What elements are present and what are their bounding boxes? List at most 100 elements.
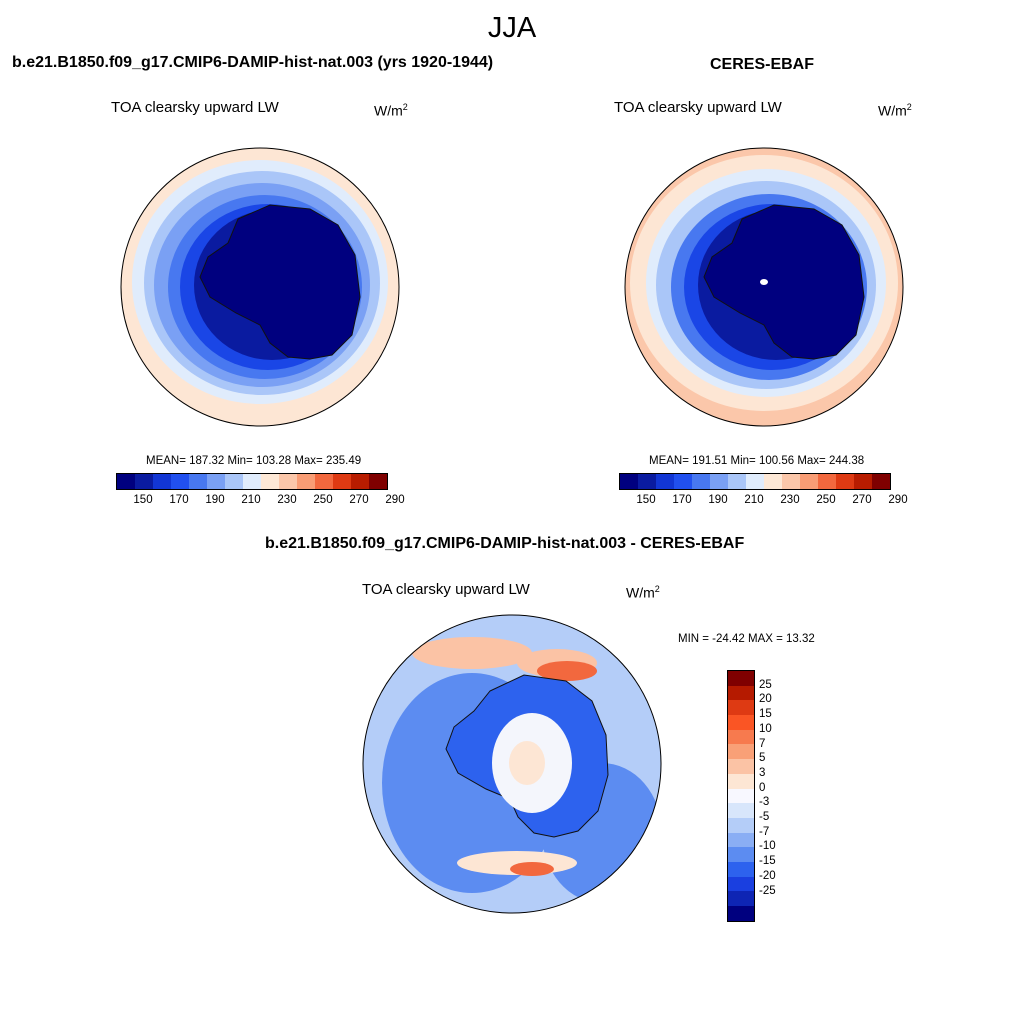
colorbar-swatch — [854, 474, 872, 489]
colorbar-swatch — [782, 474, 800, 489]
colorbar-tick-label: 290 — [888, 494, 908, 506]
colorbar-tick-label: 170 — [169, 494, 189, 506]
colorbar-swatch — [728, 744, 754, 760]
diff-panel-title: b.e21.B1850.f09_g17.CMIP6-DAMIP-hist-nat… — [265, 535, 745, 552]
colorbar-swatch — [369, 474, 387, 489]
diff-variable-label: TOA clearsky upward LW — [362, 581, 530, 598]
colorbar-swatch — [207, 474, 225, 489]
colorbar-tick-label: 250 — [313, 494, 333, 506]
colorbar-swatch — [746, 474, 764, 489]
colorbar-swatch — [818, 474, 836, 489]
obs-panel-title: CERES-EBAF — [710, 56, 815, 73]
colorbar-tick-label: 150 — [636, 494, 656, 506]
colorbar-tick-label: 7 — [759, 737, 766, 750]
colorbar-tick-label: 190 — [708, 494, 728, 506]
warm-anomaly — [510, 862, 554, 876]
colorbar-tick-label: 10 — [759, 722, 772, 735]
colorbar-tick-label: 20 — [759, 693, 772, 706]
colorbar-swatch — [279, 474, 297, 489]
warm-anomaly — [412, 637, 532, 669]
colorbar-swatch — [656, 474, 674, 489]
colorbar-tick-label: 250 — [816, 494, 836, 506]
colorbar-swatch — [728, 715, 754, 730]
colorbar-swatch — [764, 474, 782, 489]
obs-units-label: W/m2 — [878, 102, 912, 119]
warm-anomaly — [537, 661, 597, 681]
colorbar-swatch — [189, 474, 207, 489]
colorbar-swatch — [728, 685, 754, 701]
colorbar-swatch — [728, 759, 754, 774]
diff-colorbar-ticks: 25 20 15 10 7 5 3 0 -3 -5 -7 -10 -15 -20 -25 — [759, 670, 799, 920]
colorbar-swatch — [351, 474, 369, 489]
colorbar-swatch — [728, 773, 754, 789]
model-colorbar — [116, 473, 388, 490]
colorbar-swatch — [333, 474, 351, 489]
colorbar-swatch — [135, 474, 153, 489]
colorbar-tick-label: 230 — [277, 494, 297, 506]
colorbar-swatch — [728, 817, 754, 833]
colorbar-tick-label: 210 — [241, 494, 261, 506]
diff-stats: MIN = -24.42 MAX = 13.32 — [678, 633, 815, 645]
antarctica-region — [703, 204, 865, 360]
model-variable-label: TOA clearsky upward LW — [111, 99, 279, 116]
obs-colorbar-ticks: 150 170 190 210 230 250 270 290 — [619, 494, 907, 508]
colorbar-tick-label: 3 — [759, 766, 766, 779]
colorbar-swatch — [171, 474, 189, 489]
colorbar-tick-label: 210 — [744, 494, 764, 506]
colorbar-tick-label: 290 — [385, 494, 405, 506]
colorbar-tick-label: -3 — [759, 796, 770, 809]
colorbar-swatch — [872, 474, 890, 489]
antarctica-region — [199, 204, 361, 360]
model-colorbar-ticks: 150 170 190 210 230 250 270 290 — [116, 494, 404, 508]
colorbar-swatch — [728, 832, 754, 848]
colorbar-tick-label: 270 — [349, 494, 369, 506]
colorbar-swatch — [728, 729, 754, 745]
colorbar-swatch — [728, 474, 746, 489]
colorbar-swatch — [243, 474, 261, 489]
model-stats: MEAN= 187.32 Min= 103.28 Max= 235.49 — [146, 455, 362, 467]
colorbar-tick-label: 25 — [759, 678, 772, 691]
interior-near-zero — [509, 741, 545, 785]
colorbar-swatch — [728, 876, 754, 892]
obs-variable-label: TOA clearsky upward LW — [614, 99, 782, 116]
colorbar-tick-label: -25 — [759, 884, 776, 897]
colorbar-tick-label: 0 — [759, 781, 766, 794]
obs-colorbar — [619, 473, 891, 490]
model-units-label: W/m2 — [374, 102, 408, 119]
colorbar-swatch — [800, 474, 818, 489]
colorbar-swatch — [153, 474, 171, 489]
colorbar-swatch — [297, 474, 315, 489]
diff-colorbar — [727, 670, 755, 922]
obs-stats: MEAN= 191.51 Min= 100.56 Max= 244.38 — [649, 455, 865, 467]
colorbar-tick-label: -15 — [759, 855, 776, 868]
colorbar-tick-label: 230 — [780, 494, 800, 506]
colorbar-tick-label: 15 — [759, 708, 772, 721]
colorbar-tick-label: 190 — [205, 494, 225, 506]
colorbar-swatch — [710, 474, 728, 489]
colorbar-tick-label: 170 — [672, 494, 692, 506]
colorbar-swatch — [728, 671, 754, 686]
colorbar-swatch — [728, 803, 754, 818]
colorbar-swatch — [836, 474, 854, 489]
colorbar-swatch — [728, 891, 754, 906]
colorbar-swatch — [728, 788, 754, 804]
obs-polar-map — [624, 147, 904, 427]
colorbar-swatch — [674, 474, 692, 489]
colorbar-tick-label: 5 — [759, 752, 766, 765]
colorbar-swatch — [692, 474, 710, 489]
colorbar-swatch — [728, 700, 754, 716]
colorbar-swatch — [728, 861, 754, 877]
colorbar-tick-label: -7 — [759, 825, 770, 838]
colorbar-swatch — [225, 474, 243, 489]
colorbar-tick-label: -5 — [759, 811, 770, 823]
colorbar-tick-label: 270 — [852, 494, 872, 506]
colorbar-swatch — [620, 474, 638, 489]
colorbar-tick-label: -20 — [759, 869, 776, 882]
diff-polar-map — [362, 614, 662, 914]
colorbar-tick-label: 150 — [133, 494, 153, 506]
colorbar-swatch — [117, 474, 135, 489]
colorbar-swatch — [728, 906, 754, 921]
season-title: JJA — [487, 12, 537, 44]
colorbar-swatch — [638, 474, 656, 489]
colorbar-tick-label: -10 — [759, 840, 776, 853]
